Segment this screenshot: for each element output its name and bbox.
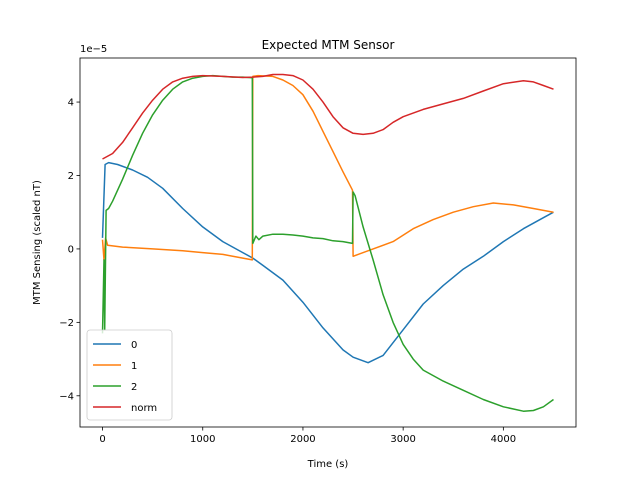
- legend-label-0: 0: [131, 340, 137, 351]
- y-tick-label: −4: [59, 391, 74, 402]
- series-layer: [101, 73, 554, 412]
- y-tick-label: −2: [59, 318, 74, 329]
- chart-title: Expected MTM Sensor: [262, 38, 395, 52]
- legend-label-2: 2: [131, 382, 137, 393]
- x-tick-label: 1000: [190, 434, 215, 445]
- axes-frame: [79, 57, 577, 428]
- x-tick-label: 0: [99, 434, 105, 445]
- legend-label-norm: norm: [131, 403, 157, 414]
- x-tick-label: 2000: [290, 434, 315, 445]
- y-tick-label: 4: [68, 98, 74, 109]
- series-line-norm: [102, 73, 554, 160]
- series-line-1: [101, 74, 554, 261]
- series-line-0: [101, 161, 554, 364]
- legend-box: [86, 329, 173, 421]
- y-tick-label: 2: [68, 171, 74, 182]
- x-tick-label: 4000: [491, 434, 516, 445]
- x-tick-label: 3000: [390, 434, 415, 445]
- series-line-2: [101, 74, 554, 412]
- legend: 0 1 2 norm: [86, 329, 173, 421]
- legend-label-1: 1: [131, 361, 137, 372]
- x-axis-label: Time (s): [307, 459, 349, 470]
- y-tick-label: 0: [68, 244, 74, 255]
- x-axis-ticks: 0 1000 2000 3000 4000: [99, 427, 516, 445]
- y-axis-label: MTM Sensing (scaled nT): [32, 180, 43, 305]
- y-offset-text: 1e−5: [80, 44, 107, 55]
- y-axis-ticks: −4 −2 0 2 4: [59, 98, 80, 402]
